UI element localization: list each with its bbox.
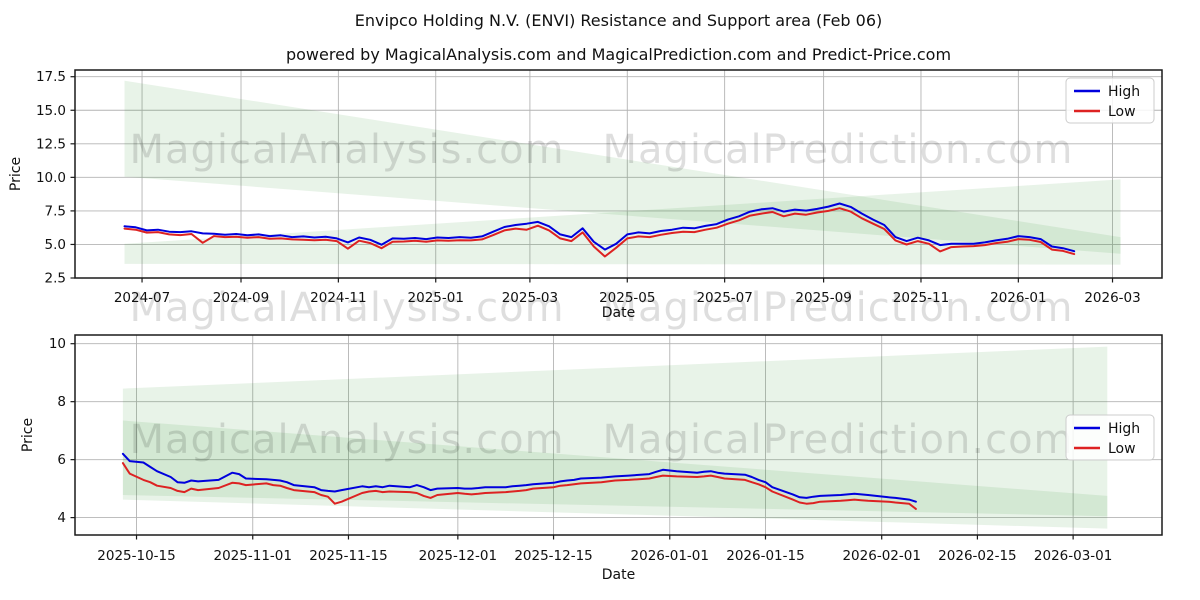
x-tick-label: 2026-01: [990, 290, 1046, 306]
x-tick-label: 2026-03-01: [1034, 548, 1112, 564]
resistance-area-band: [124, 80, 1121, 254]
low-line: [123, 207, 1076, 258]
support-area-band: [124, 179, 1121, 265]
y-axis-label: Price: [20, 418, 36, 452]
chart-title: Envipco Holding N.V. (ENVI) Resistance a…: [354, 11, 883, 30]
x-tick-label: 2025-05: [599, 290, 655, 306]
x-tick-label: 2025-03: [502, 290, 558, 306]
layer-foreground: 2.5 5.0 7.5 10.0 12.5 15.0 17.5 2024-07 2024-09 2…: [8, 69, 1163, 583]
y-tick-label: 12.5: [36, 136, 66, 152]
x-tick-label: 2025-11-15: [309, 548, 387, 564]
legend-label-high: High: [1108, 84, 1140, 100]
high-line: [123, 202, 1076, 253]
y-tick-label: 7.5: [45, 203, 66, 219]
y-tick-label: 4: [57, 510, 66, 526]
x-tick-label: 2025-01: [408, 290, 464, 306]
y-tick-label: 15.0: [36, 103, 66, 119]
watermark-text: MagicalAnalysis.com: [129, 417, 564, 463]
watermark-text: MagicalAnalysis.com: [129, 285, 564, 331]
watermark-text: MagicalPrediction.com: [603, 127, 1074, 173]
plot-border: [74, 69, 1163, 279]
x-tick-label: 2025-12-01: [419, 548, 497, 564]
legend-label-low: Low: [1108, 441, 1136, 457]
y-tick-label: 2.5: [45, 271, 66, 287]
x-tick-label: 2026-03: [1084, 290, 1140, 306]
x-tick-label: 2024-11: [310, 290, 366, 306]
y-axis-label: Price: [8, 157, 24, 191]
watermark-text: MagicalAnalysis.com: [129, 127, 564, 173]
watermark-text: MagicalPrediction.com: [603, 417, 1074, 463]
chart-subtitle: powered by MagicalAnalysis.com and Magic…: [285, 45, 952, 64]
watermark-text: MagicalPrediction.com: [603, 285, 1074, 331]
x-tick-label: 2025-11-01: [214, 548, 292, 564]
x-tick-label: 2026-02-15: [938, 548, 1016, 564]
x-tick-label: 2026-01-15: [726, 548, 804, 564]
high-line: [121, 452, 917, 503]
x-axis-label: Date: [602, 567, 635, 583]
y-tick-label: 10.0: [36, 170, 66, 186]
y-tick-label: 5.0: [45, 237, 66, 253]
legend-label-high: High: [1108, 421, 1140, 437]
x-tick-label: 2025-12-15: [514, 548, 592, 564]
x-tick-label: 2026-02-01: [842, 548, 920, 564]
x-tick-label: 2025-11: [893, 290, 949, 306]
layer-background: [75, 70, 1162, 535]
plot-border: [74, 334, 1163, 536]
x-axis-label: Date: [602, 305, 635, 321]
layer-watermarks: MagicalAnalysis.com MagicalPrediction.com…: [129, 127, 1074, 463]
low-line: [121, 462, 917, 510]
x-tick-label: 2024-07: [114, 290, 170, 306]
x-tick-label: 2024-09: [213, 290, 269, 306]
y-tick-label: 10: [49, 336, 66, 352]
legend-label-low: Low: [1108, 104, 1136, 120]
x-tick-label: 2025-09: [795, 290, 851, 306]
x-tick-label: 2026-01-01: [631, 548, 709, 564]
y-tick-label: 17.5: [36, 69, 66, 85]
outer-prediction-area-band: [122, 346, 1108, 529]
y-tick-label: 6: [57, 452, 66, 468]
y-tick-label: 8: [57, 394, 66, 410]
x-tick-label: 2025-10-15: [97, 548, 175, 564]
x-tick-label: 2025-07: [696, 290, 752, 306]
